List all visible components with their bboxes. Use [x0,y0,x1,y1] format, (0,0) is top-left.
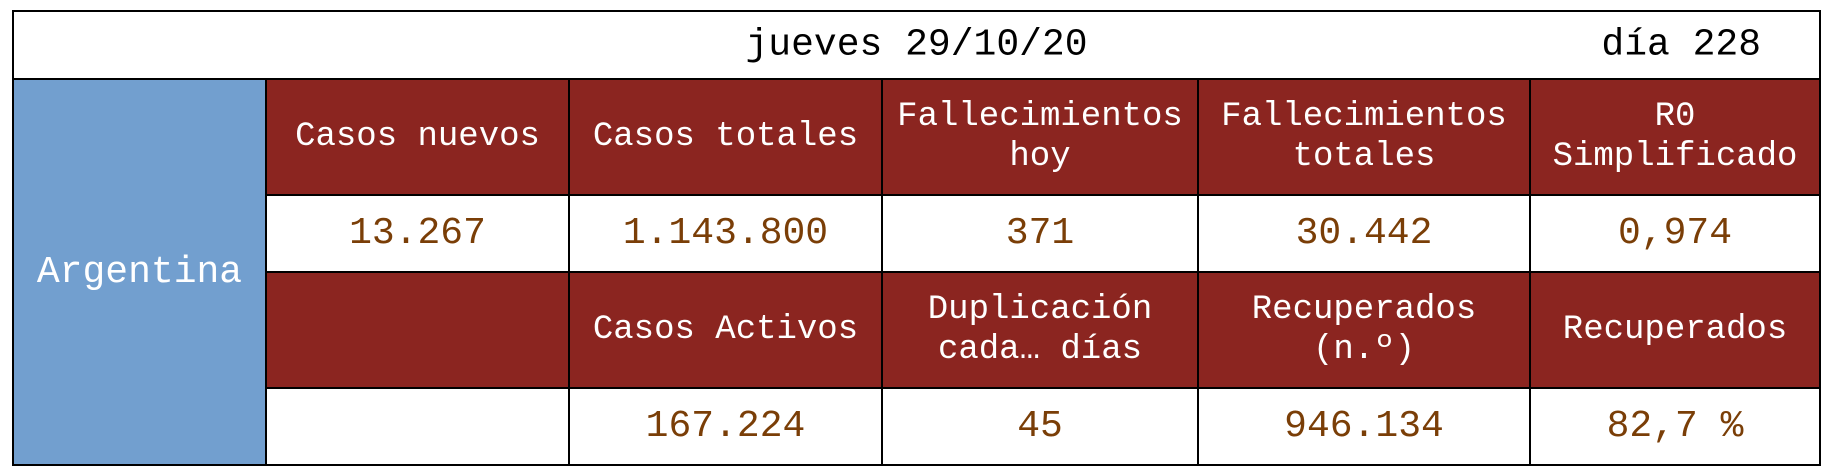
header-recovered-count: Recuperados (n.º) [1197,271,1531,389]
header-active-cases: Casos Activos [568,271,883,389]
title-cell: jueves 29/10/20 día 228 [11,10,1822,80]
header-doubling-days: Duplicación cada… días [881,271,1199,389]
value-recovered-count: 946.134 [1197,387,1531,466]
value-row-2: 167.224 45 946.134 82,7 % [13,387,1822,466]
header-row-2: Casos Activos Duplicación cada… días Rec… [13,271,1822,389]
covid-stats-table: jueves 29/10/20 día 228 Argentina Casos … [11,10,1822,466]
value-active-cases: 167.224 [568,387,883,466]
value-doubling-days: 45 [881,387,1199,466]
header-total-cases: Casos totales [568,78,883,196]
value-total-cases: 1.143.800 [568,194,883,273]
value-r0: 0,974 [1528,194,1822,273]
value-total-deaths: 30.442 [1197,194,1531,273]
header-total-deaths: Fallecimientos totales [1197,78,1531,196]
title-row: jueves 29/10/20 día 228 [11,10,1822,80]
report-date: jueves 29/10/20 [745,23,1088,67]
value-recovered-pct: 82,7 % [1528,387,1822,466]
day-counter: día 228 [1601,23,1762,67]
header-new-cases: Casos nuevos [265,78,570,196]
header-row-1: Argentina Casos nuevos Casos totales Fal… [12,78,1822,466]
header-recovered-pct: Recuperados [1528,271,1822,389]
value-empty [265,387,570,466]
country-label: Argentina [12,78,267,466]
value-deaths-today: 371 [881,194,1199,273]
header-deaths-today: Fallecimientos hoy [881,78,1199,196]
value-row-1: 13.267 1.143.800 371 30.442 0,974 [13,194,1822,273]
header-r0: R0 Simplificado [1528,78,1822,196]
header-empty [265,271,570,389]
value-new-cases: 13.267 [265,194,570,273]
